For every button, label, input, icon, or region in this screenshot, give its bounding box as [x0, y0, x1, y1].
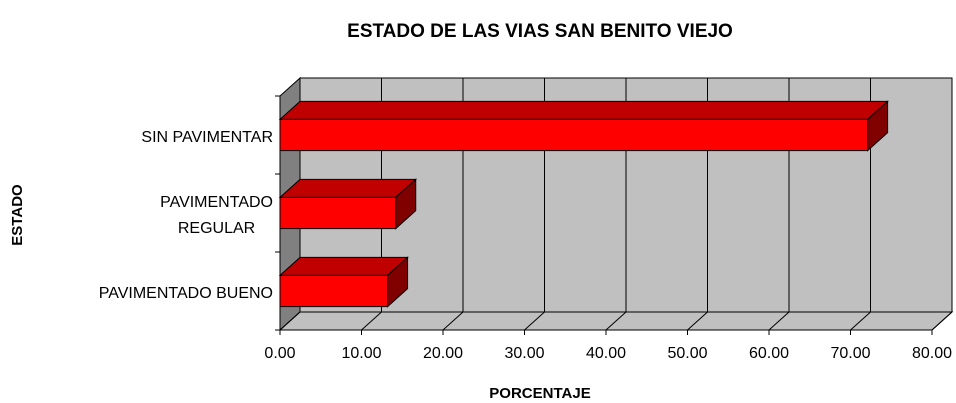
y-tick-label: PAVIMENTADO BUENO — [98, 285, 273, 302]
floor-grid-line — [442, 311, 464, 331]
floor-grid-line — [768, 311, 790, 331]
bar — [279, 196, 397, 230]
x-tick-label: 0.00 — [264, 345, 295, 362]
floor-grid-line — [361, 311, 382, 331]
bar — [279, 274, 389, 308]
x-tick-label: 40.00 — [586, 345, 626, 362]
floor-grid-line — [279, 311, 301, 331]
y-tick-label: SIN PAVIMENTAR — [141, 129, 273, 146]
floor-grid-line — [850, 311, 871, 331]
x-tick-label: 10.00 — [341, 345, 381, 362]
chart-title: ESTADO DE LAS VIAS SAN BENITO VIEJO — [347, 21, 733, 42]
x-tick-label: 50.00 — [667, 345, 707, 362]
y-tick-label: PAVIMENTADO REGULAR — [160, 194, 273, 237]
bar-top — [278, 256, 409, 276]
bar-top — [278, 178, 418, 198]
bar — [279, 118, 869, 152]
x-axis-label: PORCENTAJE — [489, 385, 590, 402]
floor-grid-line — [931, 311, 953, 331]
floor-grid-line — [687, 311, 708, 331]
bar-top — [278, 100, 889, 120]
x-tick-label: 30.00 — [504, 345, 544, 362]
x-tick-label: 60.00 — [749, 345, 789, 362]
x-tick-label: 80.00 — [912, 345, 952, 362]
floor-grid-line — [605, 311, 627, 331]
x-tick-label: 20.00 — [423, 345, 463, 362]
floor-grid-line — [524, 311, 545, 331]
x-tick-label: 70.00 — [830, 345, 870, 362]
y-axis-label: ESTADO — [9, 184, 26, 246]
